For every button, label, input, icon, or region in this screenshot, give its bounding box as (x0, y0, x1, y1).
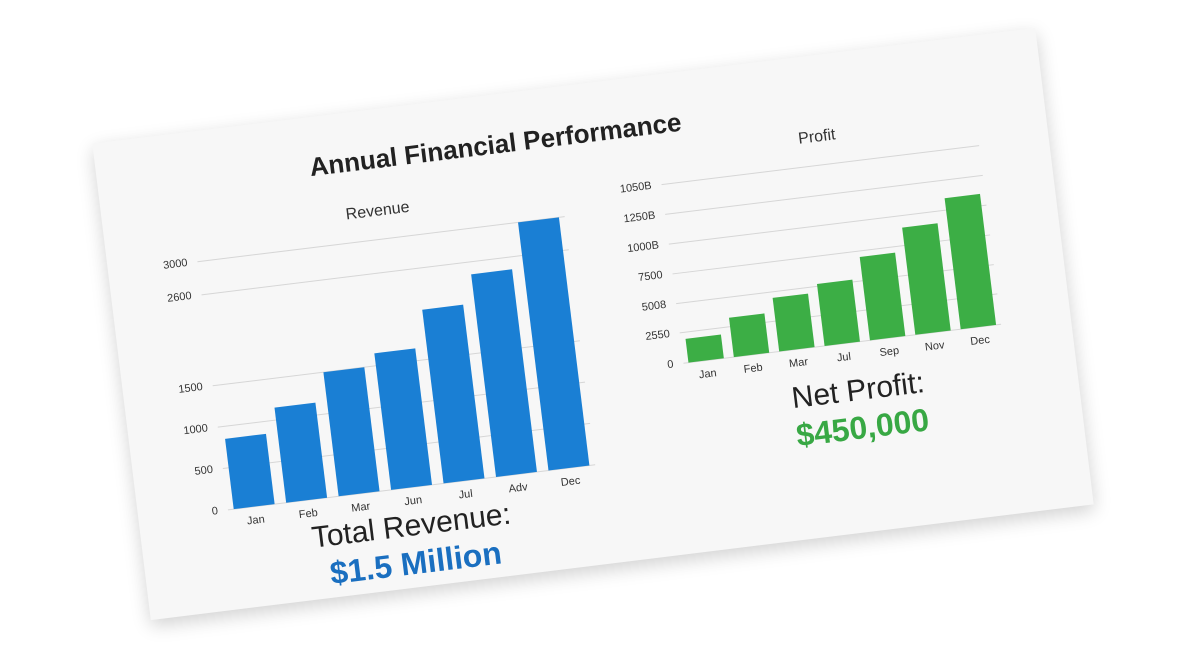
y-tick-label: 2550 (645, 328, 671, 343)
y-tick-label: 5008 (641, 299, 667, 314)
x-tick-label: Dec (560, 475, 581, 489)
y-tick-label: 2600 (167, 290, 193, 305)
bar (728, 313, 770, 358)
y-tick-label: 1000B (627, 239, 660, 255)
bar (274, 402, 328, 503)
x-tick-label: Jun (404, 494, 423, 508)
x-tick-label: Jul (458, 488, 473, 502)
bar (772, 293, 815, 352)
y-tick-label: 1500 (178, 381, 204, 396)
grid-line (668, 204, 987, 245)
bar (816, 279, 860, 346)
bar (323, 367, 380, 497)
y-tick-label: 1250B (623, 210, 656, 226)
bar (859, 252, 906, 341)
x-tick-label: Mar (788, 356, 809, 370)
grid-line (201, 249, 569, 296)
x-tick-label: Jul (836, 351, 851, 365)
y-tick-label: 3000 (162, 257, 188, 272)
bar (518, 217, 590, 471)
x-tick-label: Nov (924, 339, 945, 353)
report-title: Annual Financial Performance (308, 107, 683, 182)
bar (374, 348, 433, 490)
y-tick-label: 1050B (619, 180, 652, 196)
chart-title: Profit (797, 126, 837, 148)
bar (225, 433, 275, 510)
bar (471, 269, 537, 477)
y-tick-label: 0 (211, 505, 219, 518)
x-tick-label: Dec (970, 334, 991, 348)
x-tick-label: Jan (698, 367, 717, 381)
x-tick-label: Adv (508, 481, 529, 495)
paper: Annual Financial Performance Revenue 0 500… (92, 27, 1094, 621)
report: Annual Financial Performance Revenue 0 500… (162, 107, 1002, 591)
bar (944, 193, 997, 330)
bar (902, 223, 951, 335)
x-tick-label: Feb (298, 507, 318, 521)
y-tick-label: 0 (667, 358, 675, 371)
x-tick-label: Sep (879, 345, 900, 359)
grid-line (661, 145, 980, 186)
x-tick-label: Feb (743, 362, 763, 376)
bar (685, 334, 724, 363)
y-tick-label: 7500 (638, 269, 664, 284)
y-tick-label: 1000 (183, 422, 209, 437)
x-tick-label: Mar (351, 500, 372, 514)
x-tick-label: Jan (246, 513, 265, 527)
grid-line (665, 174, 983, 215)
grid-line (197, 216, 565, 263)
bar (422, 304, 485, 484)
y-tick-label: 500 (194, 464, 214, 478)
chart-title: Revenue (345, 199, 411, 224)
